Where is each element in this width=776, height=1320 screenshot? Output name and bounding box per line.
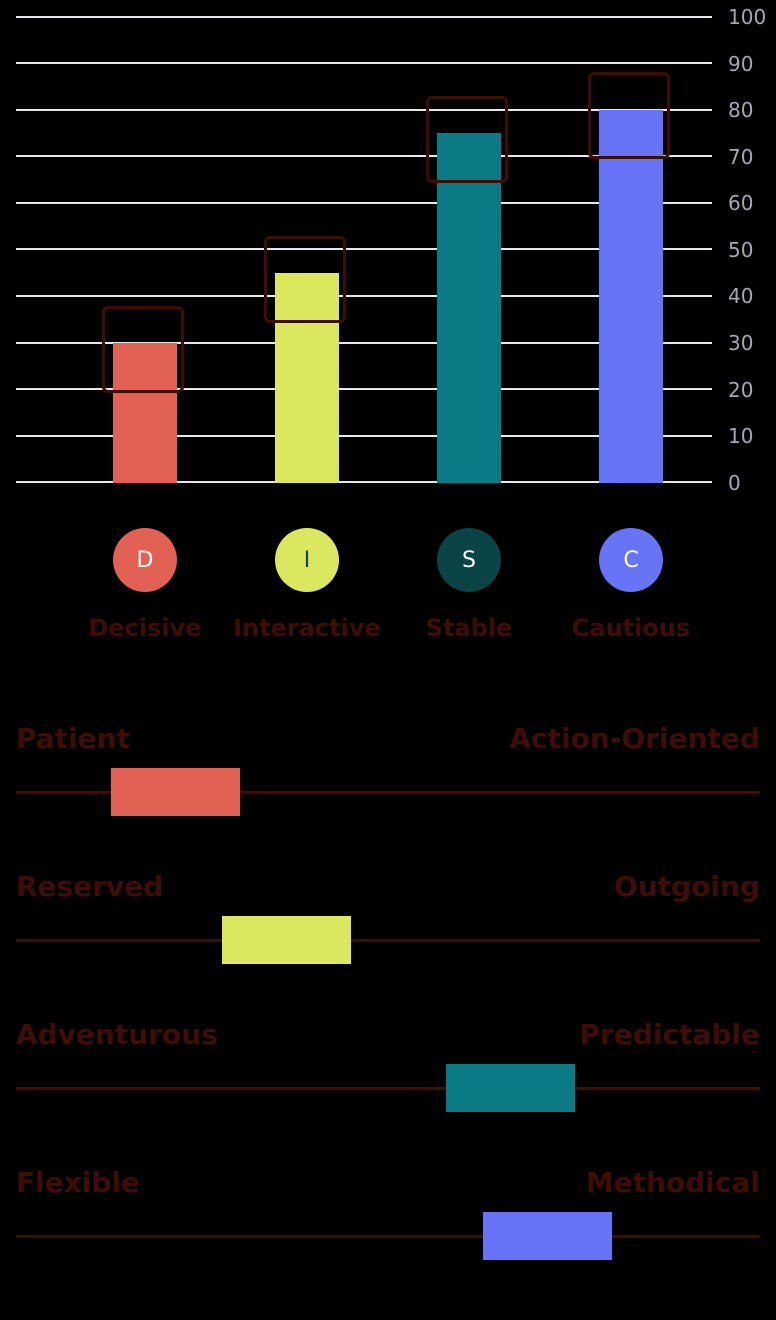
decisive-icon: D (113, 528, 177, 592)
category-label-interactive: Interactive (233, 614, 381, 642)
gridline-10 (16, 435, 712, 437)
gridline-80 (16, 109, 712, 111)
slider-right-label: Predictable (579, 1018, 760, 1051)
slider-right-label: Methodical (585, 1166, 760, 1199)
gridline-0 (16, 481, 712, 483)
gridline-40 (16, 295, 712, 297)
slider-flexible-methodical: Flexible Methodical (16, 1166, 760, 1266)
slider-track (16, 939, 760, 942)
stable-icon: S (437, 528, 501, 592)
category-letter: I (303, 547, 311, 573)
slider-adventurous-predictable: Adventurous Predictable (16, 1018, 760, 1118)
y-tick: 80 (728, 98, 754, 122)
interactive-icon: I (275, 528, 339, 592)
category-letter: C (623, 547, 639, 573)
category-label-cautious: Cautious (571, 614, 691, 642)
gridline-20 (16, 388, 712, 390)
y-tick: 20 (728, 378, 754, 402)
slider-right-label: Outgoing (614, 870, 760, 903)
gridline-100 (16, 16, 712, 18)
gridline-50 (16, 248, 712, 250)
slider-patient-action: Patient Action-Oriented (16, 722, 760, 822)
bar-stable (437, 133, 501, 483)
slider-marker (446, 1064, 575, 1112)
gridline-60 (16, 202, 712, 204)
slider-left-label: Adventurous (16, 1018, 218, 1051)
slider-marker (483, 1212, 612, 1260)
y-tick: 60 (728, 191, 754, 215)
bar-decisive (113, 343, 177, 483)
y-tick: 50 (728, 238, 754, 262)
slider-right-label: Action-Oriented (509, 722, 760, 755)
category-label-stable: Stable (425, 614, 513, 642)
y-tick: 10 (728, 424, 754, 448)
gridline-90 (16, 62, 712, 64)
y-tick: 0 (728, 471, 741, 495)
slider-left-label: Flexible (16, 1166, 141, 1199)
category-label-decisive: Decisive (88, 614, 202, 642)
slider-track (16, 1087, 760, 1090)
bar-cautious (599, 110, 663, 483)
y-tick: 100 (728, 5, 767, 29)
slider-left-label: Patient (16, 722, 130, 755)
slider-marker (222, 916, 351, 964)
slider-left-label: Reserved (16, 870, 164, 903)
slider-track (16, 791, 760, 794)
slider-track (16, 1235, 760, 1238)
slider-marker (111, 768, 240, 816)
y-tick: 40 (728, 284, 754, 308)
cautious-icon: C (599, 528, 663, 592)
bar-interactive (275, 273, 339, 483)
y-tick: 70 (728, 145, 754, 169)
y-tick: 90 (728, 52, 754, 76)
category-letter: D (136, 547, 154, 573)
range-box-interactive (264, 236, 346, 323)
slider-reserved-outgoing: Reserved Outgoing (16, 870, 760, 970)
range-box-decisive (102, 306, 184, 393)
gridline-70 (16, 155, 712, 157)
category-letter: S (462, 547, 476, 573)
range-box-stable (426, 96, 508, 183)
range-box-cautious (588, 72, 670, 159)
y-tick: 30 (728, 331, 754, 355)
gridline-30 (16, 342, 712, 344)
